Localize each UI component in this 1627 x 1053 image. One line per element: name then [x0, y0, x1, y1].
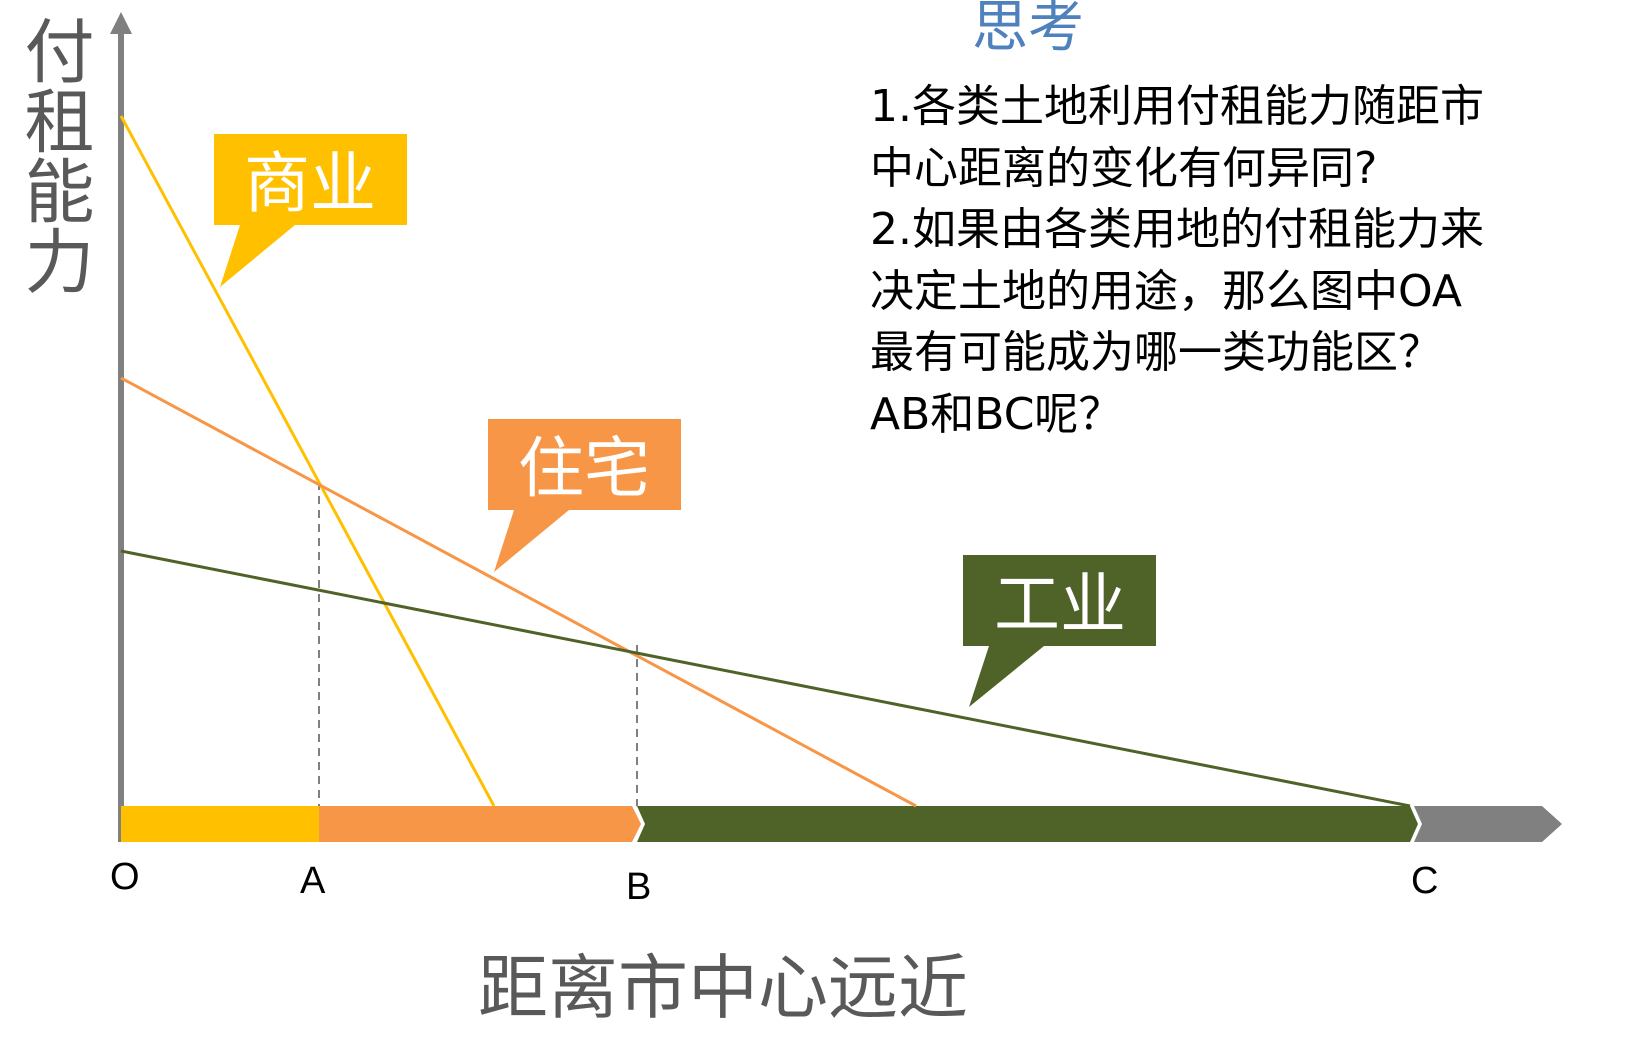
industrial-line — [120, 549, 1411, 808]
tick-label-o: O — [110, 856, 140, 898]
question-text: 1.各类土地利用付租能力随距市 中心距离的变化有何异同? 2.如果由各类用地的付… — [870, 76, 1627, 445]
tick-label-a: A — [300, 860, 326, 902]
x-axis-arrow — [1414, 806, 1562, 842]
commercial-line — [119, 115, 496, 807]
callout-residential-label: 住宅 — [518, 430, 650, 507]
tick-label-c: C — [1411, 860, 1439, 902]
question-1: 1.各类土地利用付租能力随距市 中心距离的变化有何异同? — [870, 81, 1484, 194]
y-axis-label: 付租能力 — [13, 15, 95, 295]
band-oa-commercial — [121, 806, 319, 842]
x-axis-label: 距离市中心远近 — [478, 947, 968, 1029]
tick-label-b: B — [626, 866, 652, 908]
callout-residential: 住宅 — [488, 419, 681, 572]
think-title: 思考 — [972, 0, 1084, 60]
callout-industrial: 工业 — [963, 555, 1156, 707]
residential-line — [120, 376, 917, 808]
band-ab-residential — [319, 806, 641, 842]
callout-commercial: 商业 — [214, 134, 407, 287]
band-bc-industrial — [637, 806, 1418, 842]
question-2: 2.如果由各类用地的付租能力来 决定土地的用途，那么图中OA 最有可能成为哪一类… — [870, 204, 1484, 440]
y-axis-arrow — [110, 12, 132, 34]
callout-commercial-label: 商业 — [244, 145, 376, 222]
callout-industrial-label: 工业 — [994, 566, 1126, 643]
